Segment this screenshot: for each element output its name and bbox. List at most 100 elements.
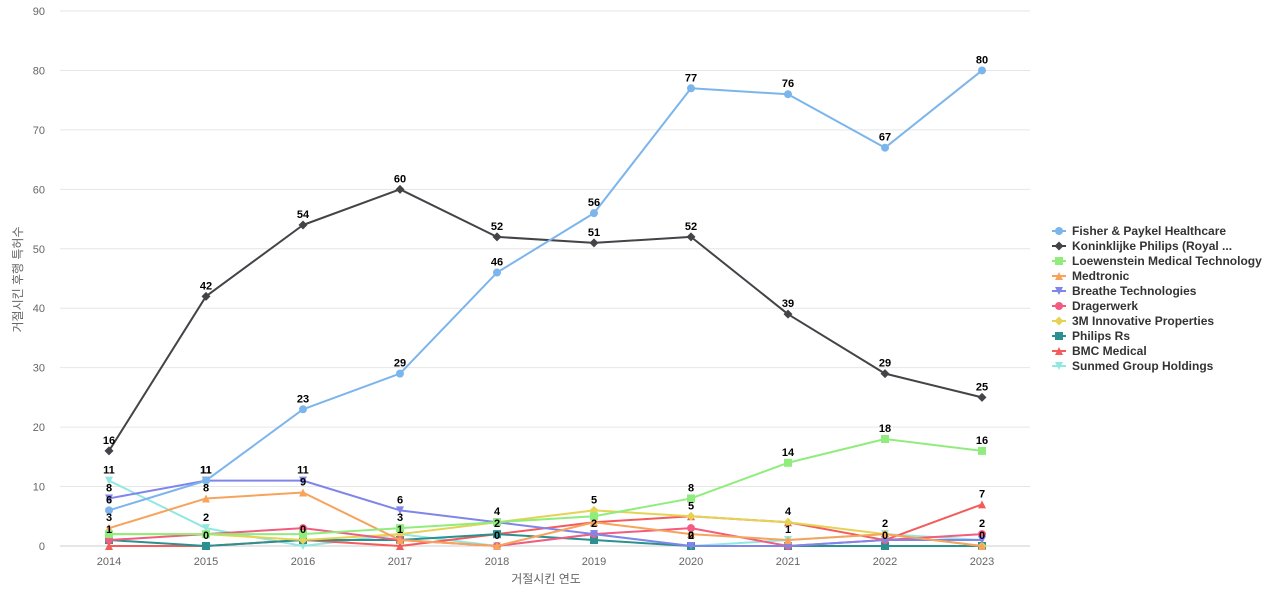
data-point	[590, 536, 598, 545]
data-label: 11	[297, 465, 309, 477]
data-label: 76	[782, 78, 794, 90]
data-label: 0	[494, 530, 500, 542]
data-point	[493, 530, 501, 539]
data-point	[299, 530, 307, 539]
data-point	[881, 435, 889, 443]
x-tick-label: 2022	[873, 556, 897, 568]
legend-item: Philips Rs	[1052, 329, 1130, 343]
y-tick-label: 40	[33, 303, 45, 315]
x-tick-label: 2015	[194, 556, 218, 568]
data-point	[590, 518, 598, 527]
data-label: 0	[688, 530, 694, 542]
data-point	[493, 518, 501, 527]
data-point	[687, 84, 695, 93]
data-label: 52	[491, 221, 503, 233]
data-point	[201, 291, 211, 301]
data-point	[299, 488, 307, 497]
data-label: 9	[300, 477, 306, 489]
data-point	[687, 542, 695, 550]
data-point	[784, 90, 792, 99]
data-label: 8	[688, 482, 694, 494]
legend-item: Fisher & Paykel Healthcare	[1052, 224, 1226, 238]
data-point	[105, 476, 113, 485]
data-label: 29	[879, 358, 891, 370]
legend-marker	[1055, 347, 1063, 355]
data-point	[395, 184, 405, 194]
x-axis-title: 거절시킨 연도	[511, 572, 581, 586]
data-label: 3	[106, 512, 112, 524]
data-point	[396, 542, 404, 550]
y-tick-label: 90	[33, 6, 45, 18]
data-label: 4	[494, 506, 501, 518]
data-label: 2	[979, 518, 985, 530]
legend-item: Koninklijke Philips (Royal ...	[1052, 239, 1232, 253]
data-label: 29	[394, 358, 406, 370]
data-label: 80	[976, 54, 988, 66]
data-point	[493, 542, 501, 550]
data-point	[202, 494, 210, 503]
legend-label: Fisher & Paykel Healthcare	[1072, 224, 1226, 238]
legend-label: Sunmed Group Holdings	[1072, 359, 1214, 373]
y-tick-label: 10	[33, 482, 45, 494]
data-point	[492, 232, 502, 242]
data-point	[105, 506, 113, 515]
data-point	[977, 392, 987, 402]
legend-label: Koninklijke Philips (Royal ...	[1072, 239, 1232, 253]
data-label: 54	[297, 209, 310, 221]
data-point	[881, 530, 889, 539]
data-label: 16	[103, 435, 115, 447]
series-9	[105, 476, 986, 550]
data-label: 1	[106, 524, 112, 536]
data-label: 11	[103, 465, 115, 477]
data-label: 42	[200, 280, 212, 292]
data-label: 67	[879, 132, 891, 144]
legend-label: Medtronic	[1072, 269, 1130, 283]
data-label: 2	[203, 512, 209, 524]
series-line	[108, 69, 983, 512]
data-point	[298, 220, 308, 230]
x-tick-label: 2014	[97, 556, 121, 568]
data-point	[783, 517, 793, 527]
legend-label: Loewenstein Medical Technology	[1072, 254, 1262, 268]
data-label: 1	[397, 524, 403, 536]
data-point	[880, 369, 890, 379]
y-tick-label: 70	[33, 125, 45, 137]
data-label: 0	[300, 524, 306, 536]
data-label: 2	[882, 518, 888, 530]
series-line	[109, 509, 983, 547]
data-label: 60	[394, 173, 406, 185]
legend-marker	[1055, 302, 1063, 310]
x-tick-label: 2020	[679, 556, 703, 568]
grid-layer	[60, 10, 1030, 547]
series-1	[104, 184, 987, 456]
legend-item: Sunmed Group Holdings	[1052, 359, 1214, 373]
data-point	[978, 542, 986, 550]
series-layer	[104, 66, 987, 551]
legend-marker	[1055, 257, 1063, 265]
data-label: 18	[879, 423, 891, 435]
legend-item: 3M Innovative Properties	[1052, 314, 1214, 328]
data-label: 52	[685, 221, 697, 233]
data-label: 46	[491, 257, 503, 269]
series-0	[105, 66, 986, 515]
legend-item: Loewenstein Medical Technology	[1052, 254, 1262, 268]
series-line	[109, 438, 983, 536]
x-tick-label: 2019	[582, 556, 606, 568]
data-point	[784, 458, 792, 467]
y-tick-label: 20	[33, 422, 45, 434]
data-point	[396, 536, 404, 545]
data-label: 11	[200, 465, 212, 477]
data-label: 8	[106, 482, 112, 494]
data-point	[589, 238, 599, 248]
data-label: 5	[688, 500, 694, 512]
series-line	[108, 533, 982, 547]
data-label: 23	[297, 393, 309, 405]
data-label: 0	[979, 530, 985, 542]
data-point	[978, 446, 986, 455]
data-point	[590, 530, 598, 539]
data-point	[784, 536, 792, 545]
